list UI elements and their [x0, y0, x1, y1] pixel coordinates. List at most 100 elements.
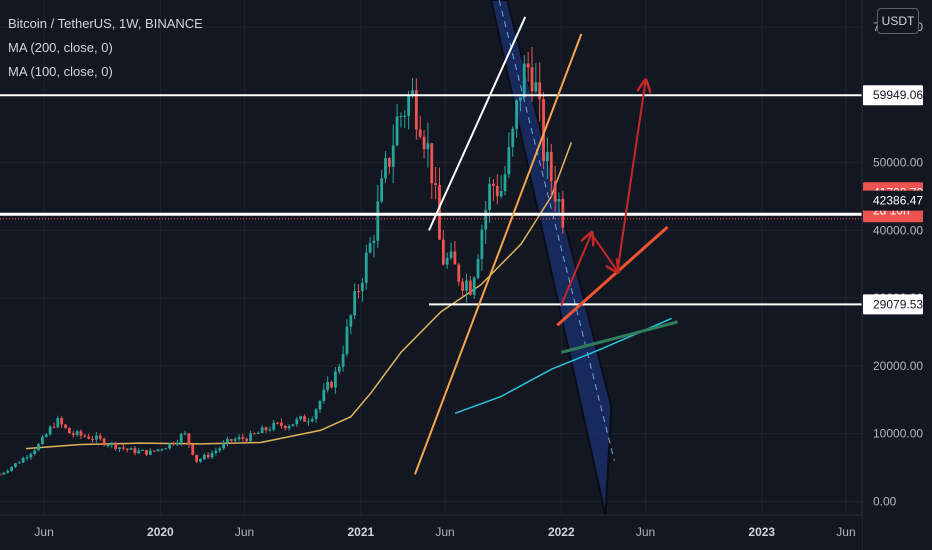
candle-body[interactable] [41, 436, 44, 444]
descending-channel[interactable] [490, 0, 613, 516]
candle-body[interactable] [507, 146, 511, 175]
candle-body[interactable] [256, 432, 260, 434]
time-axis[interactable] [0, 515, 862, 550]
candle-body[interactable] [218, 448, 222, 451]
candle-body[interactable] [465, 280, 468, 291]
candle-body[interactable] [441, 239, 445, 265]
candle-body[interactable] [414, 90, 418, 130]
candle-body[interactable] [48, 426, 52, 435]
candle-body[interactable] [129, 448, 133, 450]
candle-body[interactable] [530, 67, 534, 92]
candle-body[interactable] [395, 116, 399, 146]
candle-body[interactable] [399, 115, 403, 117]
candle-body[interactable] [515, 100, 518, 129]
candle-body[interactable] [434, 183, 438, 186]
candle-body[interactable] [283, 425, 287, 429]
candle-body[interactable] [499, 191, 503, 197]
candle-body[interactable] [191, 444, 195, 455]
candle-body[interactable] [141, 449, 145, 451]
candle-body[interactable] [430, 143, 434, 184]
candle-body[interactable] [102, 438, 106, 446]
candle-body[interactable] [249, 433, 252, 442]
candle-body[interactable] [125, 448, 129, 450]
candle-body[interactable] [264, 427, 268, 431]
candle-body[interactable] [172, 443, 175, 445]
candle-body[interactable] [542, 99, 545, 162]
candle-body[interactable] [2, 472, 6, 475]
candle-body[interactable] [461, 281, 465, 291]
candle-body[interactable] [341, 354, 345, 367]
candle-body[interactable] [21, 457, 25, 463]
candle-body[interactable] [287, 426, 291, 429]
candle-body[interactable] [318, 401, 322, 410]
candle-body[interactable] [187, 433, 191, 445]
candle-body[interactable] [391, 145, 395, 167]
candle-body[interactable] [272, 422, 276, 430]
candle-body[interactable] [60, 418, 64, 425]
candle-body[interactable] [199, 459, 202, 462]
ma100-legend[interactable]: MA (100, close, 0) [8, 64, 113, 79]
candle-body[interactable] [133, 448, 137, 454]
candle-body[interactable] [503, 174, 507, 192]
candle-body[interactable] [206, 454, 210, 458]
level-price-box[interactable] [863, 190, 923, 211]
candle-body[interactable] [403, 115, 407, 117]
candle-body[interactable] [37, 443, 40, 451]
candle-body[interactable] [526, 63, 530, 68]
candle-body[interactable] [357, 291, 360, 293]
candle-body[interactable] [438, 185, 441, 240]
candle-body[interactable] [226, 439, 229, 444]
candle-body[interactable] [484, 209, 488, 230]
projection-arrow[interactable] [590, 233, 617, 271]
candle-body[interactable] [268, 429, 272, 431]
candle-body[interactable] [376, 201, 380, 241]
candle-body[interactable] [380, 178, 384, 202]
level-price-box[interactable] [863, 85, 923, 106]
candle-body[interactable] [137, 450, 141, 454]
candle-body[interactable] [164, 448, 168, 450]
candle-body[interactable] [67, 427, 71, 434]
candle-body[interactable] [303, 416, 306, 422]
candle-body[interactable] [322, 389, 326, 402]
candle-body[interactable] [534, 82, 538, 92]
ma200-line[interactable] [454, 317, 672, 415]
red-support-line[interactable] [556, 225, 669, 327]
candle-body[interactable] [368, 243, 372, 253]
candle-body[interactable] [222, 443, 225, 449]
candle-body[interactable] [210, 452, 214, 458]
candle-body[interactable] [118, 447, 121, 449]
candle-body[interactable] [98, 435, 102, 439]
candle-body[interactable] [260, 427, 264, 433]
candle-body[interactable] [10, 466, 13, 471]
candle-body[interactable] [52, 426, 56, 428]
candle-body[interactable] [148, 450, 152, 455]
candle-body[interactable] [353, 291, 357, 316]
white-trend-line[interactable] [428, 16, 527, 231]
price-axis[interactable] [862, 0, 932, 550]
candle-body[interactable] [468, 280, 472, 295]
candle-body[interactable] [333, 371, 337, 388]
candle-body[interactable] [91, 438, 94, 440]
candle-body[interactable] [94, 435, 98, 440]
candle-body[interactable] [426, 143, 430, 150]
candle-body[interactable] [310, 419, 314, 422]
candle-body[interactable] [145, 449, 148, 455]
candle-body[interactable] [71, 433, 75, 435]
candle-body[interactable] [0, 474, 2, 476]
candle-body[interactable] [87, 436, 91, 439]
candle-body[interactable] [360, 282, 364, 292]
candle-body[interactable] [106, 445, 110, 447]
candle-body[interactable] [522, 63, 526, 98]
candle-body[interactable] [511, 128, 515, 147]
candle-body[interactable] [44, 434, 48, 437]
candle-body[interactable] [330, 382, 333, 388]
candle-body[interactable] [75, 431, 79, 435]
candle-body[interactable] [307, 421, 310, 423]
green-trend-line[interactable] [560, 320, 678, 354]
candle-body[interactable] [33, 450, 37, 454]
candle-body[interactable] [492, 183, 495, 186]
candle-body[interactable] [79, 431, 83, 436]
candle-body[interactable] [495, 185, 499, 197]
candle-body[interactable] [17, 462, 21, 464]
